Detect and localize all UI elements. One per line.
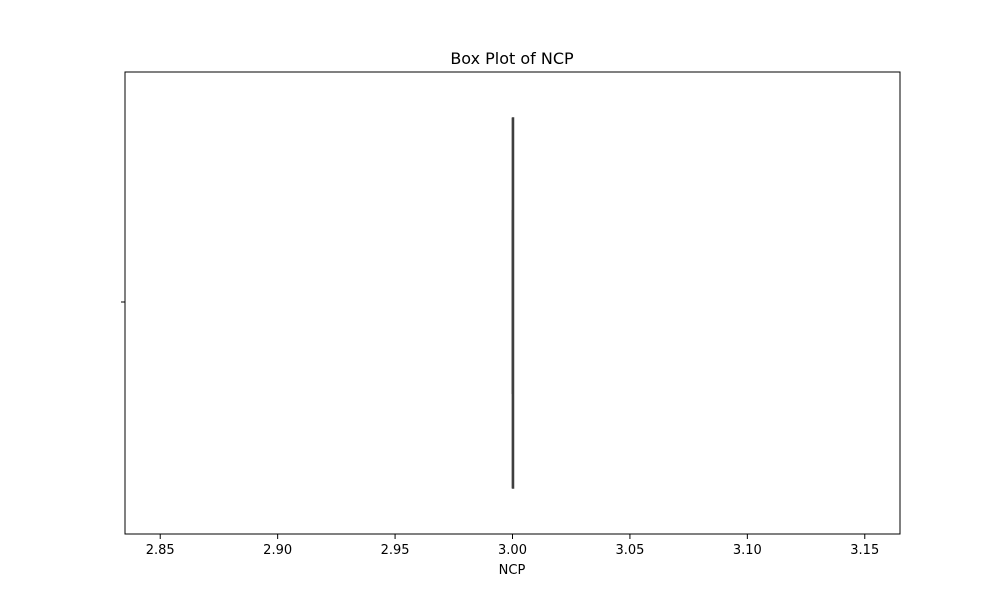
- box-plot: [511, 117, 515, 489]
- x-axis-tick-label: 2.95: [381, 543, 410, 558]
- x-axis-label: NCP: [499, 563, 526, 578]
- x-axis-tick-label: 3.15: [850, 543, 879, 558]
- x-axis-tick-label: 3.10: [733, 543, 762, 558]
- x-axis-tick-label: 3.00: [498, 543, 527, 558]
- x-axis-ticks: 2.85 2.90 2.95 3.00 3.05 3.10 3.15: [146, 534, 879, 558]
- chart-title: Box Plot of NCP: [450, 49, 574, 68]
- x-axis-tick-label: 2.85: [146, 543, 175, 558]
- x-axis-tick-label: 2.90: [263, 543, 292, 558]
- x-axis-tick-label: 3.05: [615, 543, 644, 558]
